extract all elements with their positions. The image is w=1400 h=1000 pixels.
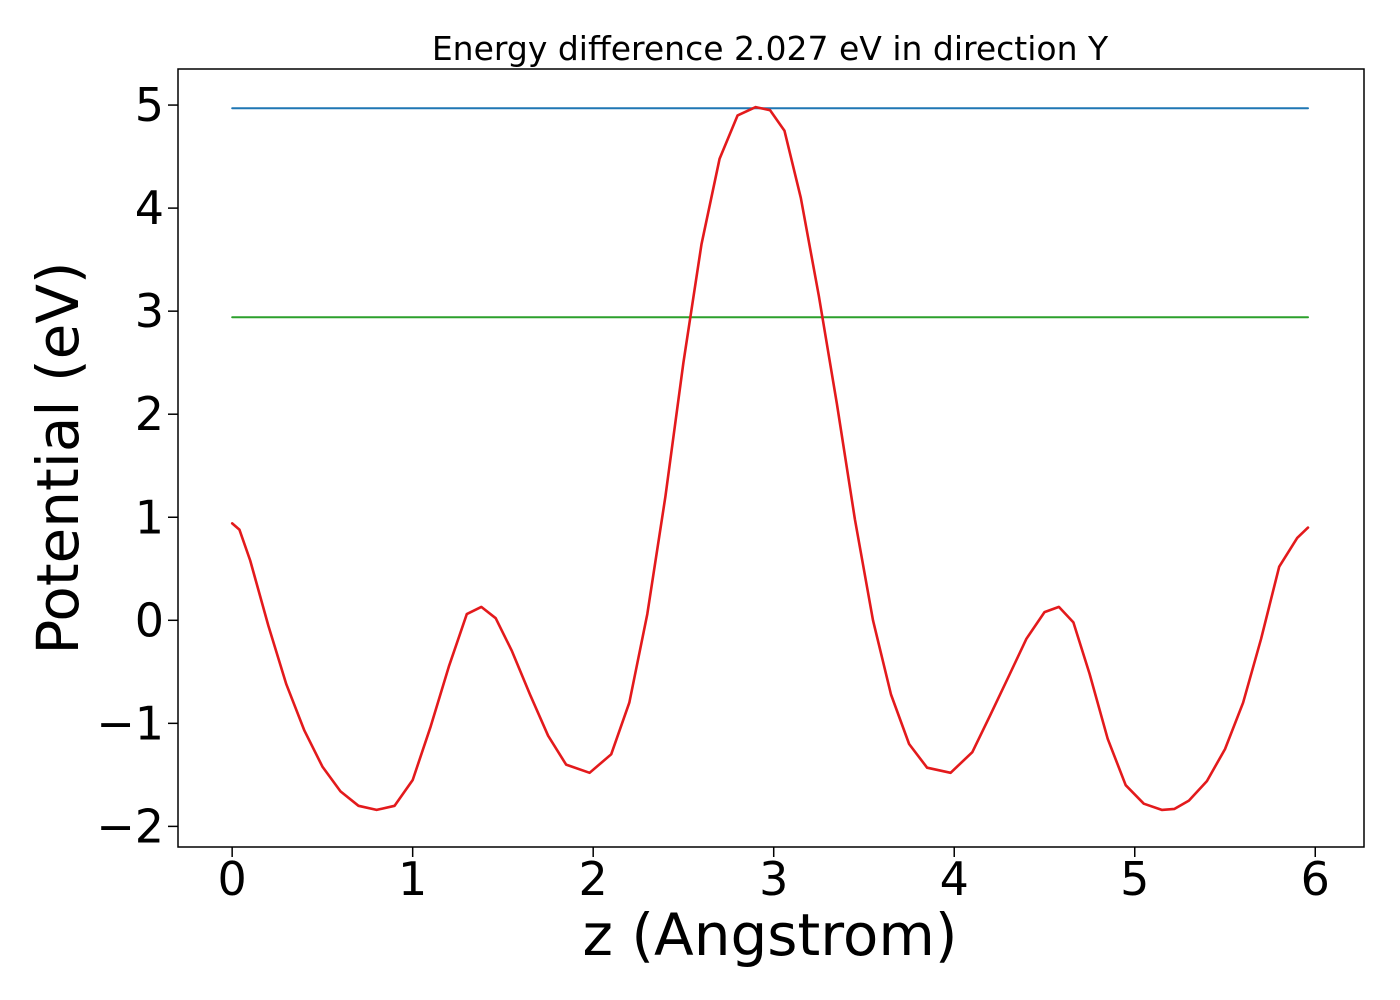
- x-tick-label: 5: [1120, 852, 1149, 906]
- y-tick-label: 1: [135, 490, 164, 544]
- x-tick-label: 6: [1301, 852, 1330, 906]
- y-tick-label: 2: [135, 387, 164, 441]
- plot-area-frame: [177, 68, 1365, 848]
- x-tick-label: 1: [398, 852, 427, 906]
- x-tick-label: 2: [579, 852, 608, 906]
- y-tick-label: −2: [96, 799, 164, 853]
- y-tick-label: 4: [135, 181, 164, 235]
- y-tick-label: 5: [135, 78, 164, 132]
- x-tick-label: 3: [759, 852, 788, 906]
- x-axis-label: z (Angstrom): [583, 901, 958, 969]
- y-tick-label: −1: [96, 696, 164, 750]
- y-tick-label: 0: [135, 593, 164, 647]
- series-layer: [230, 105, 1310, 812]
- y-tick-label: 3: [135, 284, 164, 338]
- potential-curve: [230, 105, 1310, 812]
- chart-title: Energy difference 2.027 eV in direction …: [432, 29, 1109, 68]
- y-axis-label: Potential (eV): [24, 261, 92, 654]
- x-tick-label: 4: [940, 852, 969, 906]
- y-axis: −2 −1 0 1 2 3 4 5: [96, 78, 178, 853]
- x-axis: 0 1 2 3 4 5 6: [218, 847, 1330, 906]
- x-tick-label: 0: [218, 852, 247, 906]
